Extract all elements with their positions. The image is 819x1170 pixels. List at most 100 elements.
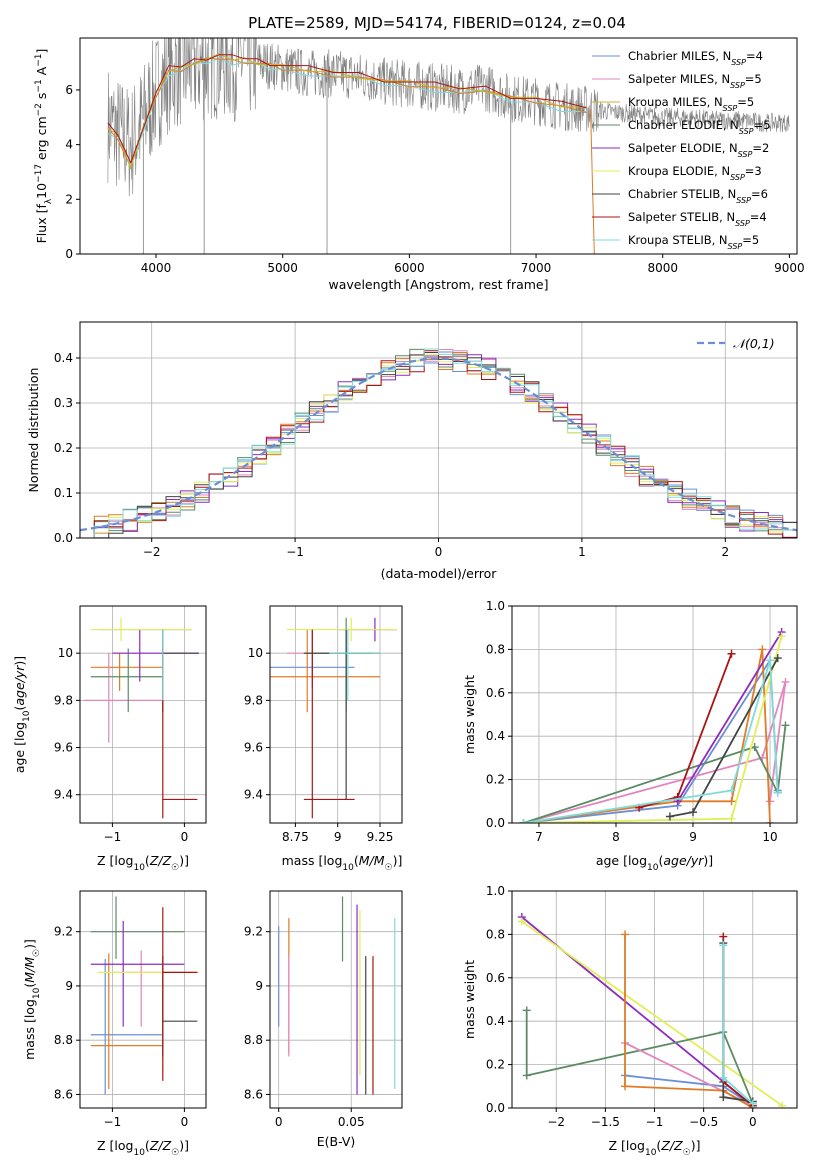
weight-point-marker bbox=[621, 930, 630, 939]
x-tick-label: −2 bbox=[547, 1115, 565, 1129]
x-tick-label: 8 bbox=[612, 830, 620, 844]
weight-point-marker bbox=[777, 632, 786, 641]
weight-point-marker bbox=[766, 819, 775, 823]
weight-series-line bbox=[676, 631, 783, 802]
x-tick-label: 9.25 bbox=[367, 830, 394, 844]
age-vs-mass-plot-area bbox=[270, 606, 402, 823]
y-tick-label: 0.2 bbox=[486, 1058, 505, 1072]
weight-point-marker bbox=[781, 721, 790, 730]
y-tick-label: 0.6 bbox=[486, 971, 505, 985]
residual-hist-plot-area bbox=[80, 322, 797, 538]
legend-entry: Kroupa STELIB, NSSP=5 bbox=[628, 233, 759, 251]
x-tick-label: 9 bbox=[689, 830, 697, 844]
histogram-step bbox=[93, 353, 797, 538]
weight-vs-age-plot-area bbox=[512, 606, 797, 823]
y-tick-label: 0.8 bbox=[486, 642, 505, 656]
mass-vs-Z-frame bbox=[79, 890, 207, 1109]
y-tick-label: 9.6 bbox=[54, 741, 73, 755]
age-vs-Z-frame bbox=[79, 605, 207, 824]
mass-x-axis-label: mass [log10(M/M☉)] bbox=[282, 853, 403, 873]
x-tick-label: 0 bbox=[749, 1115, 757, 1129]
weight-point-marker bbox=[773, 788, 782, 797]
data-spectrum-line bbox=[107, 38, 790, 197]
weight-point-marker bbox=[719, 1073, 728, 1082]
x-tick-label: 9 bbox=[334, 830, 342, 844]
model-drop bbox=[590, 109, 595, 254]
z-axis-label: Z [log10(Z/Z☉)] bbox=[609, 1138, 701, 1158]
y-tick-label: 8.6 bbox=[244, 1087, 263, 1101]
x-tick-label: 4000 bbox=[141, 261, 172, 275]
spectrum-x-axis-label: wavelength [Angstrom, rest frame] bbox=[328, 277, 548, 292]
y-tick-label: 0.3 bbox=[54, 396, 73, 410]
x-tick-label: −1 bbox=[646, 1115, 664, 1129]
weight-point-marker bbox=[727, 814, 736, 823]
weight-point-marker bbox=[621, 1082, 630, 1091]
y-tick-label: 1.0 bbox=[486, 884, 505, 898]
x-tick-label: 10 bbox=[762, 830, 777, 844]
weight-point-marker bbox=[522, 1071, 531, 1080]
y-tick-label: 9 bbox=[65, 979, 73, 993]
weight-point-marker bbox=[766, 656, 775, 665]
panel-mass-vs-Z: −1 0 8.6 8.8 9 9.2 Z [log10(Z/Z☉)] mass [log10(… bbox=[22, 890, 207, 1158]
weight-point-marker bbox=[748, 1099, 757, 1108]
y-tick-label: 1.0 bbox=[486, 599, 505, 613]
weight-series-line bbox=[521, 920, 783, 1107]
z-axis-label: Z [log10(Z/Z☉)] bbox=[97, 1138, 189, 1158]
y-tick-label: 9.2 bbox=[54, 925, 73, 939]
y-tick-label: 0.2 bbox=[486, 773, 505, 787]
x-tick-label: −1.5 bbox=[591, 1115, 620, 1129]
legend-entry: 𝒩(0,1) bbox=[733, 336, 775, 351]
age-x-axis-label: age [log10(age/yr)] bbox=[596, 853, 713, 873]
y-tick-label: 10 bbox=[248, 646, 263, 660]
panel-age-vs-mass: 8.75 9 9.25 9.4 9.6 9.8 10 mass [log10(M/M☉)] bbox=[244, 605, 403, 873]
x-tick-label: −2 bbox=[143, 545, 161, 559]
mass-vs-Z-plot-area bbox=[80, 891, 206, 1108]
spectrum-plot-area bbox=[107, 38, 790, 254]
age-y-axis-label: age [log10(age/yr)] bbox=[12, 656, 32, 773]
age-vs-mass-frame bbox=[269, 605, 403, 824]
legend-entry: Chabrier ELODIE, NSSP=5 bbox=[628, 118, 770, 136]
panel-age-vs-Z: −1 0 9.4 9.6 9.8 10 Z [log10(Z/Z☉)] age [log10(… bbox=[12, 605, 207, 873]
y-tick-label: 8.8 bbox=[244, 1033, 263, 1047]
model-spectrum-line bbox=[107, 57, 587, 169]
x-tick-label: 1 bbox=[578, 545, 586, 559]
y-tick-label: 0.0 bbox=[486, 816, 505, 830]
hist-x-axis-label: (data-model)/error bbox=[381, 566, 498, 581]
y-tick-label: 0.4 bbox=[486, 729, 505, 743]
weight-series-line bbox=[523, 660, 779, 823]
y-tick-label: 9.4 bbox=[54, 788, 73, 802]
weight-series-line bbox=[523, 725, 787, 823]
weight-point-marker bbox=[781, 677, 790, 686]
x-tick-label: 0 bbox=[435, 545, 443, 559]
legend-entry: Salpeter MILES, NSSP=5 bbox=[628, 72, 762, 90]
x-tick-label: −1 bbox=[286, 545, 304, 559]
weight-vs-Z-plot-area bbox=[512, 891, 797, 1108]
x-tick-label: 0.05 bbox=[338, 1115, 365, 1129]
y-tick-label: 9.6 bbox=[244, 741, 263, 755]
x-tick-label: 0 bbox=[181, 830, 189, 844]
panel-residual-hist: −2 −1 0 1 2 0.0 0.1 0.2 0.3 0.4 (data-model)/error… bbox=[26, 321, 798, 581]
y-tick-label: 4 bbox=[65, 138, 73, 152]
legend-entry: Salpeter ELODIE, NSSP=2 bbox=[628, 141, 769, 159]
legend-entry: Chabrier STELIB, NSSP=6 bbox=[628, 187, 768, 205]
mass-vs-ebv-frame bbox=[269, 890, 403, 1109]
weight-point-marker bbox=[773, 654, 782, 663]
weight-point-marker bbox=[719, 941, 728, 950]
weight-point-marker bbox=[519, 819, 528, 823]
normal-curve bbox=[80, 357, 797, 532]
x-tick-label: 8000 bbox=[647, 261, 678, 275]
x-tick-label: 0 bbox=[181, 1115, 189, 1129]
weight-point-marker bbox=[689, 808, 698, 817]
y-tick-label: 9 bbox=[255, 979, 263, 993]
legend-entry: Kroupa ELODIE, NSSP=3 bbox=[628, 164, 762, 182]
weight-point-marker bbox=[517, 917, 526, 926]
weight-vs-age-frame bbox=[511, 605, 798, 824]
ebv-x-axis-label: E(B-V) bbox=[317, 1134, 356, 1149]
y-tick-label: 10 bbox=[58, 646, 73, 660]
x-tick-label: 0 bbox=[275, 1115, 283, 1129]
legend-entry: Kroupa MILES, NSSP=5 bbox=[628, 95, 754, 113]
panel-mass-vs-ebv: 0 0.05 8.6 8.8 9 9.2 E(B-V) bbox=[244, 890, 403, 1149]
age-vs-Z-plot-area bbox=[80, 606, 206, 823]
spectrum-y-axis-label: Flux [fλ10−17 erg cm−2 s−1 A−1] bbox=[34, 49, 54, 244]
